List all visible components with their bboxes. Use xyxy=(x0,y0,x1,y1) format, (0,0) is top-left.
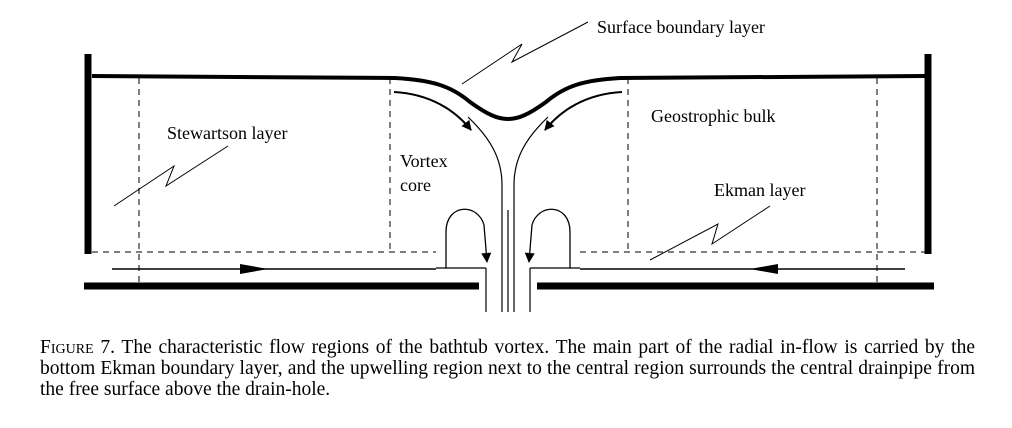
drainpipe xyxy=(467,116,549,312)
label-stewartson-layer: Stewartson layer xyxy=(167,123,287,143)
caption-text: The characteristic flow regions of the b… xyxy=(40,337,976,400)
surface-flow-arrow-right xyxy=(544,91,623,131)
figure-caption: Figure 7. The characteristic flow region… xyxy=(40,337,975,400)
caption-figure-label: Figure xyxy=(40,337,94,358)
label-ekman-layer: Ekman layer xyxy=(714,180,805,200)
label-core: core xyxy=(400,175,431,195)
caption-figure-number: 7. xyxy=(100,337,115,358)
label-vortex: Vortex xyxy=(400,151,448,171)
upwelling-loop-right xyxy=(524,208,571,268)
label-surface-boundary-layer: Surface boundary layer xyxy=(597,17,765,37)
label-geostrophic-bulk: Geostrophic bulk xyxy=(651,106,775,126)
ekman-inflow-left xyxy=(112,264,436,274)
leader-ekman xyxy=(649,205,771,261)
leader-surface xyxy=(461,21,589,85)
upwelling-loop-left xyxy=(445,208,492,268)
bathtub-vortex-diagram: Surface boundary layer Stewartson layer … xyxy=(84,17,934,312)
ekman-inflow-right xyxy=(580,264,905,274)
leader-stewartson xyxy=(113,145,229,207)
surface-flow-arrow-left xyxy=(393,91,472,131)
free-surface xyxy=(91,74,926,122)
dashed-boundaries xyxy=(92,78,925,286)
